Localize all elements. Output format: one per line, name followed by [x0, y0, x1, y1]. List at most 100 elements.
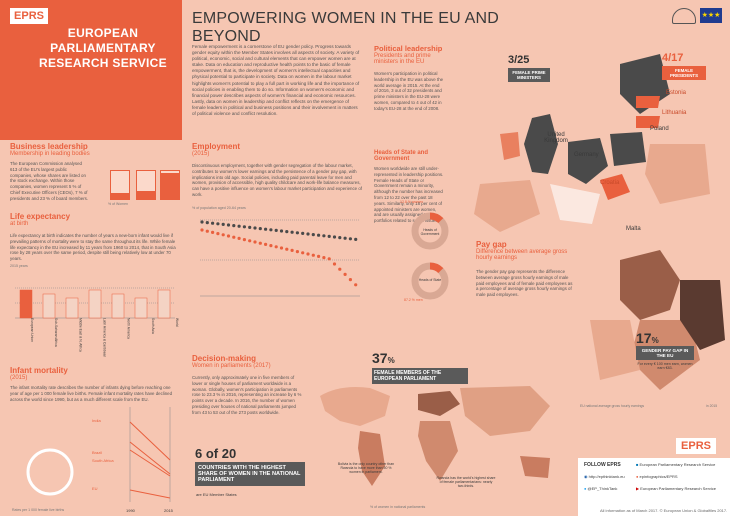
follow-web-link[interactable]: ◉ http://epthinktank.eu	[584, 474, 625, 479]
infant-label-south-africa: South Africa	[92, 458, 114, 463]
world-parliament-map	[320, 386, 550, 486]
life-expectancy-chart	[15, 287, 175, 319]
paygap-subtitle: Difference between average gross hourly …	[476, 249, 568, 261]
life-section: Life expectancy at birth Life expectancy…	[10, 212, 180, 268]
page-title: EMPOWERING WOMEN IN THE EU AND BEYOND	[192, 10, 500, 45]
business-bar-presidents	[136, 170, 156, 200]
employment-male-dot	[211, 221, 215, 225]
follow-linkedin-link[interactable]: ■ European Parliamentary Research Servic…	[636, 462, 715, 467]
business-bar-board	[160, 170, 180, 200]
follow-blog-text: epinfographics/EPRS	[639, 474, 678, 479]
political-title: Political leadership	[374, 44, 443, 53]
business-bar-fill	[137, 191, 155, 199]
heads-donut2-label: Heads of State	[418, 278, 442, 282]
employment-male-dot	[253, 226, 257, 230]
ep-women-number: 37%	[372, 350, 395, 366]
infant-mortality-chart	[26, 407, 171, 502]
life-bar	[134, 297, 148, 319]
infant-subtitle: (2015)	[10, 375, 28, 381]
ep-women-value: 37	[372, 350, 388, 366]
parliament-logo-icon	[672, 8, 696, 24]
business-bar-fill	[161, 173, 179, 199]
map-label-estonia: Estonia	[666, 90, 687, 96]
employment-male-dot	[221, 222, 225, 226]
employment-axis: % of population aged 20-64 years	[192, 205, 246, 210]
employment-female-dot	[327, 257, 331, 261]
life-region-label: North America	[126, 318, 131, 339]
employment-female-dot	[248, 239, 252, 243]
employment-female-dot	[290, 248, 294, 252]
employment-section: Employment (2015) Discontinuous employme…	[192, 142, 362, 210]
follow-blog-link[interactable]: ● epinfographics/EPRS	[636, 474, 678, 479]
employment-female-dot	[354, 283, 358, 287]
employment-male-dot	[327, 234, 331, 238]
employment-male-dot	[226, 223, 231, 227]
employment-male-dot	[295, 231, 299, 235]
life-bar	[65, 297, 79, 319]
follow-youtube-link[interactable]: ▶ European Parliamentary Research Servic…	[636, 486, 716, 491]
business-text: The European Commission analysed 613 of …	[10, 161, 89, 201]
employment-male-dot	[322, 234, 326, 238]
life-axis: 2015 years	[10, 263, 28, 268]
paygap-year: in 2015	[706, 404, 718, 408]
map-axis: % of women in national parliaments	[370, 505, 426, 509]
follow-twitter-link[interactable]: ● @EP_ThinkTank	[584, 486, 617, 491]
eprs-header: EPRS EUROPEAN PARLIAMENTARY RESEARCH SER…	[0, 0, 182, 140]
pres-banner: FEMALE PRESIDENTS	[662, 66, 706, 80]
infant-note: Rates per 1 000 female live births	[12, 508, 65, 512]
life-region-label: Sub-Saharan Africa	[54, 318, 59, 347]
paygap-section: Pay gap Difference between average gross…	[476, 240, 576, 298]
map-note-rwanda: Rwanda has the world's highest share of …	[436, 476, 496, 488]
employment-female-dot	[317, 254, 321, 258]
paygap-unit: %	[651, 336, 659, 345]
employment-male-dot	[354, 237, 358, 241]
infant-label-eu: EU	[92, 486, 98, 491]
business-title: Business leadership	[10, 142, 88, 151]
map-note-bolivia: Bolivia is the only country other than R…	[337, 462, 395, 474]
employment-male-dot	[258, 227, 262, 231]
eprs-org-name: EUROPEAN PARLIAMENTARY RESEARCH SERVICE	[39, 26, 167, 70]
paygap-title: Pay gap	[476, 240, 507, 249]
web-icon: ◉	[584, 474, 588, 479]
heads-section: Heads of State and Government Women worl…	[374, 150, 444, 224]
employment-male-dot	[242, 225, 246, 229]
employment-male-dot	[264, 227, 268, 231]
life-bar	[111, 293, 125, 319]
life-bar	[157, 289, 171, 319]
map-label-malta: Malta	[626, 226, 641, 232]
intro-text: Female empowerment is a cornerstone of E…	[192, 44, 360, 117]
blog-icon: ●	[636, 474, 639, 479]
heads-donuts	[411, 212, 449, 300]
life-bar	[42, 293, 56, 319]
decision-section: Decision-making Women in parliaments (20…	[192, 354, 302, 416]
employment-female-dot	[274, 245, 278, 249]
employment-female-dot	[221, 233, 225, 237]
paygap-note: For every € 100 men earn, women earn €83…	[637, 362, 693, 370]
employment-male-dot	[306, 232, 310, 236]
business-bar-ceo	[110, 170, 130, 200]
heads-donut1-label: Heads of Government	[420, 228, 440, 236]
life-region-label: World	[174, 318, 179, 327]
employment-female-dot	[311, 253, 315, 257]
life-subtitle: at birth	[10, 221, 29, 227]
employment-title: Employment	[192, 142, 241, 151]
heads-text: Women worldwide are still under-represen…	[374, 166, 444, 224]
employment-female-dot	[301, 251, 305, 255]
employment-female-dot	[216, 232, 220, 236]
employment-female-dot	[200, 228, 204, 232]
decision-text: Currently, only approximately one in fiv…	[192, 375, 302, 415]
employment-male-dot	[311, 233, 315, 237]
employment-male-dot	[216, 222, 220, 226]
business-section: Business leadership Membership in leadin…	[10, 142, 180, 202]
political-section: Political leadership Presidents and prim…	[374, 44, 444, 112]
pres-count: 4/17	[662, 52, 684, 64]
follow-linkedin-text: European Parliamentary Research Service	[639, 462, 716, 467]
employment-female-dot	[348, 278, 352, 282]
employment-female-dot	[279, 246, 284, 250]
follow-youtube-text: European Parliamentary Research Service	[640, 486, 717, 491]
map-label-croatia: Croatia	[600, 180, 620, 186]
employment-female-dot	[306, 252, 310, 256]
heads-title: Heads of State and Government	[374, 150, 429, 162]
employment-male-dot	[290, 230, 294, 234]
pm-count: 3/25	[508, 54, 530, 66]
